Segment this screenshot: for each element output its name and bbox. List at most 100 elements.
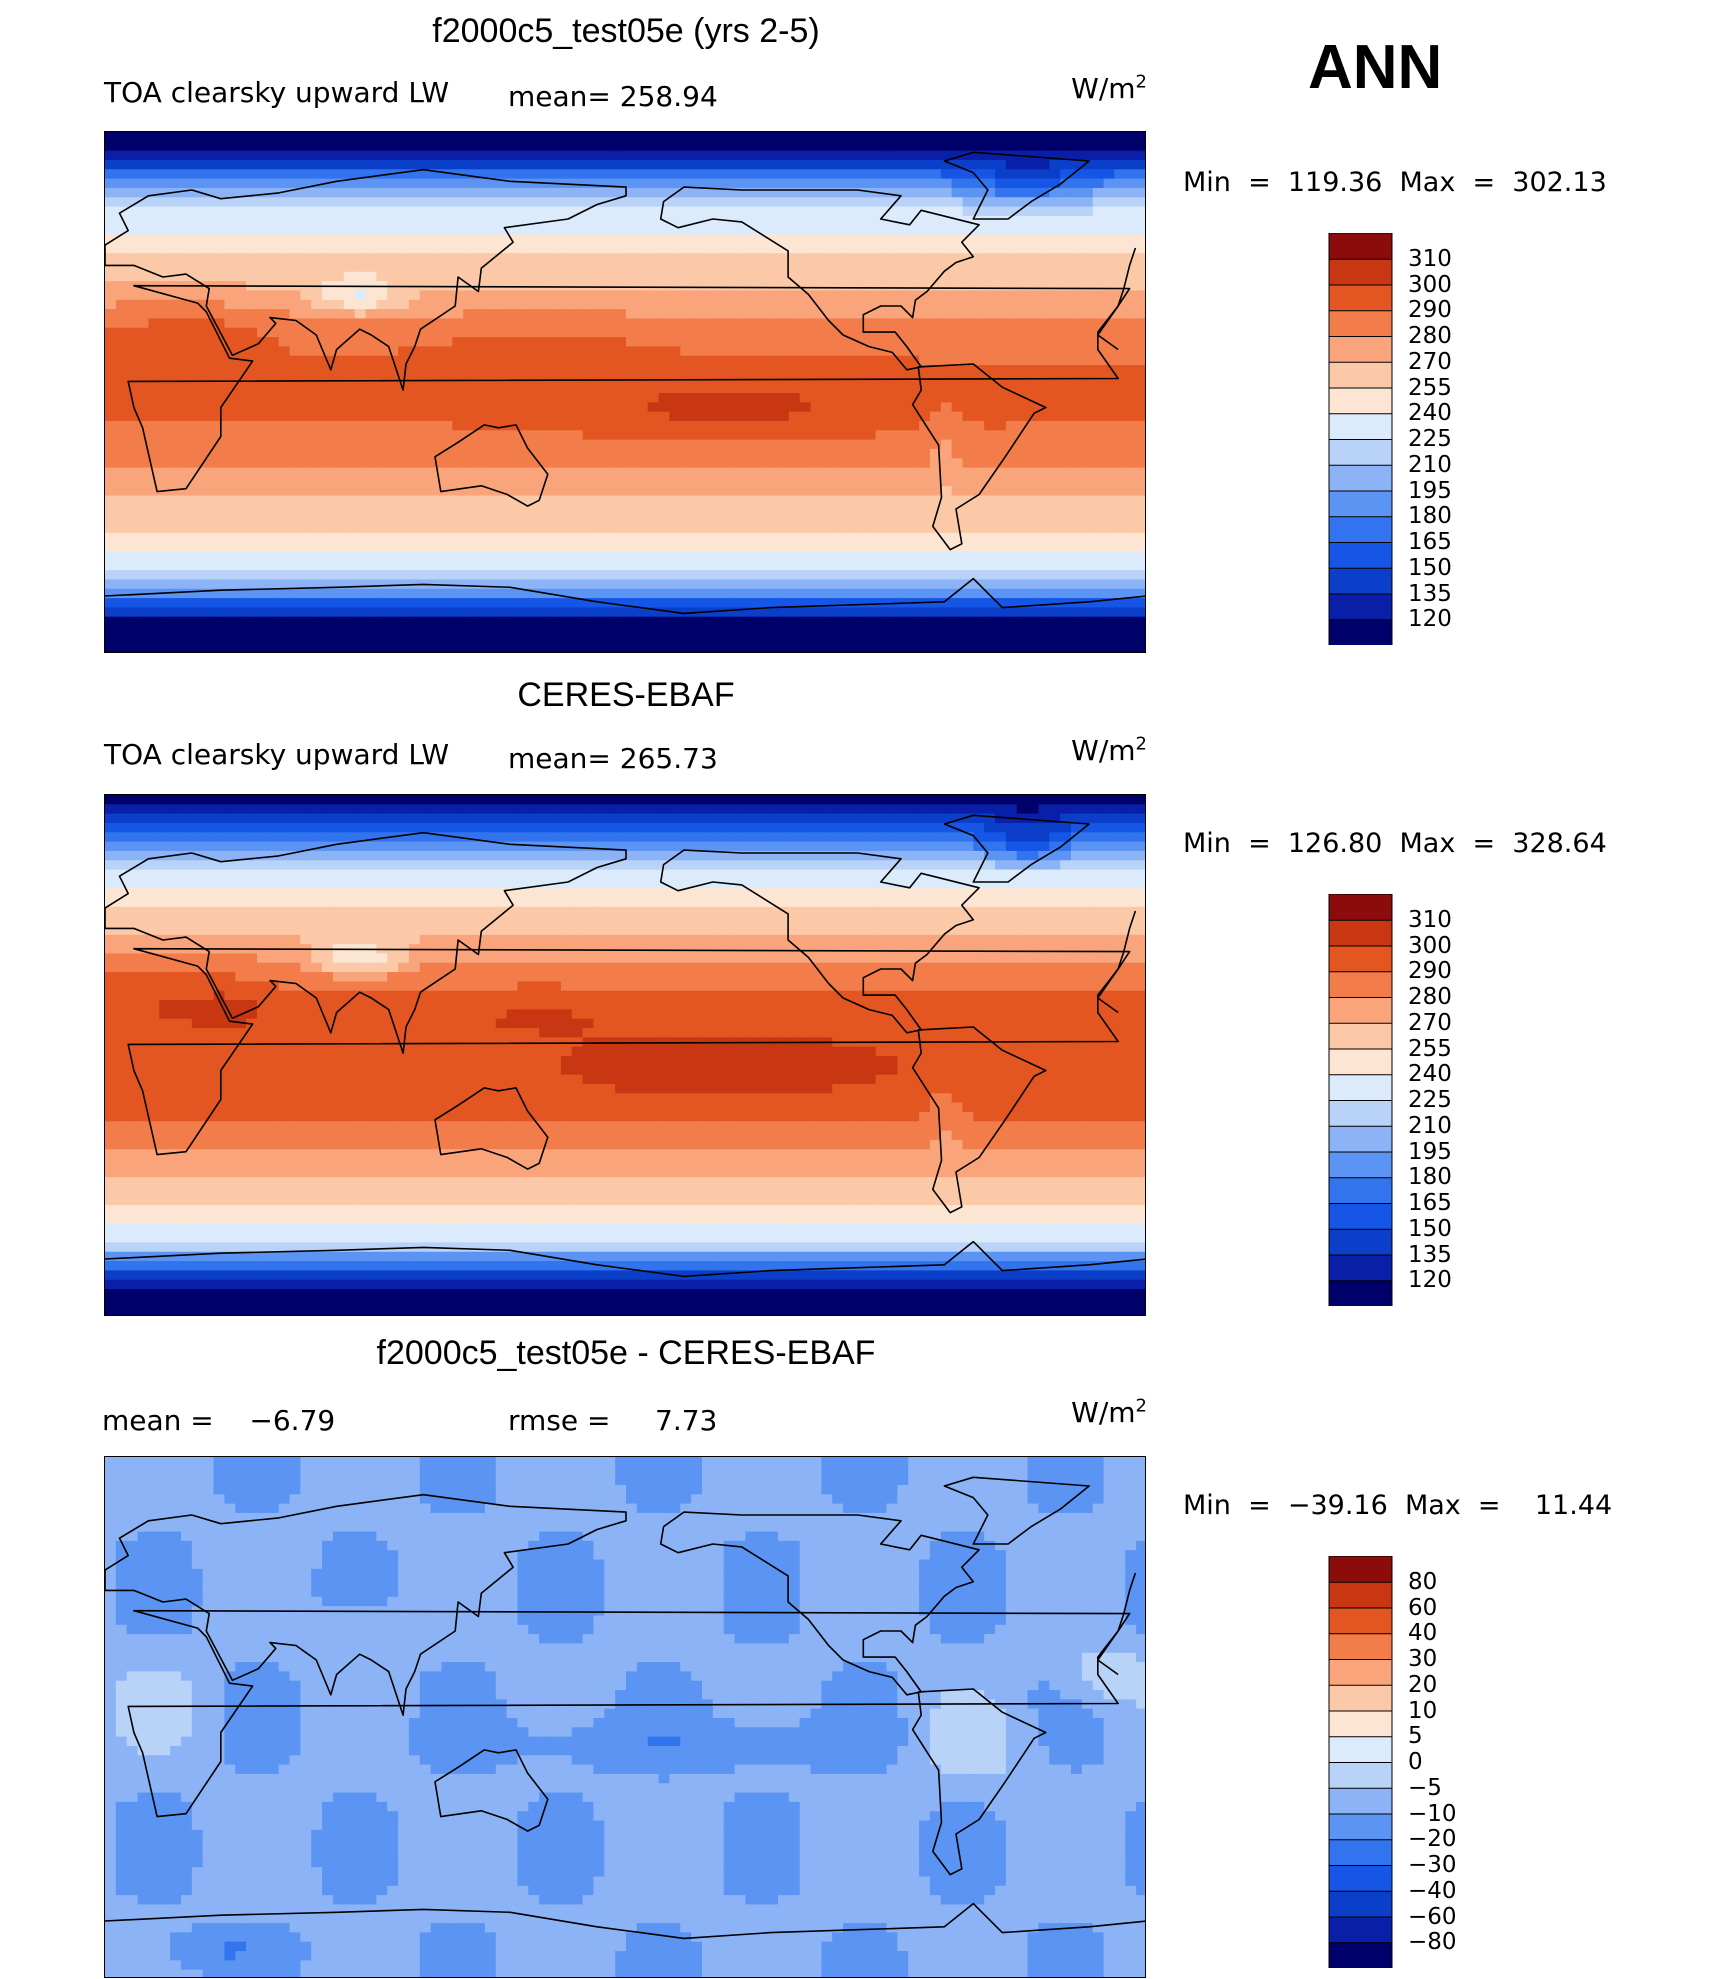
colorbar-2-box-6 (1328, 1125, 1393, 1153)
coastline (434, 1749, 549, 1832)
colorbar-1-tick-label: 290 (1408, 297, 1452, 324)
colorbar-2-box-14 (1328, 919, 1393, 947)
panel-3-rmse: rmse = 7.73 (508, 1404, 717, 1437)
colorbar-3-tick-label: −30 (1408, 1852, 1457, 1878)
coastline (127, 1609, 1131, 1818)
colorbar-1-box-3 (1328, 541, 1393, 569)
coastline (943, 814, 1090, 883)
panel-3-rmse-label: rmse = (508, 1404, 611, 1437)
colorbar-3-box-1 (1328, 1916, 1393, 1944)
colorbar-2-box-1 (1328, 1254, 1393, 1282)
colorbar-2-tick-label: 225 (1408, 1087, 1452, 1113)
colorbar-3-tick-label: 5 (1408, 1723, 1423, 1750)
map-2-field (105, 795, 1145, 1315)
colorbar-2-box-5 (1328, 1151, 1393, 1179)
colorbar-1-box-4 (1328, 515, 1393, 543)
colorbar-3-tick-label: 10 (1408, 1697, 1438, 1724)
coastline (105, 831, 627, 1054)
coastline (105, 1240, 1145, 1278)
colorbar-1-tick-label: 120 (1408, 606, 1452, 633)
panel-2-title: CERES-EBAF (517, 676, 735, 714)
colorbar-2-box-12 (1328, 970, 1393, 998)
colorbar-3-tick-label: 80 (1408, 1568, 1438, 1595)
panel-1-minmax: Min = 119.36 Max = 302.13 (1183, 167, 1607, 198)
coastline (911, 1688, 1047, 1876)
colorbar-1-tick-label: 165 (1408, 529, 1452, 555)
colorbar-3-tick-label: −80 (1408, 1929, 1457, 1956)
colorbar-1-tick-label: 195 (1408, 477, 1452, 504)
colorbar-3-tick-label: −5 (1408, 1774, 1442, 1801)
colorbar-1-tick-label: 210 (1408, 451, 1452, 478)
colorbar-2-tick-label: 290 (1408, 958, 1452, 985)
map-2-coastlines (105, 814, 1145, 1278)
colorbar-3-box-3 (1328, 1864, 1393, 1892)
colorbar-2-tick-label: 165 (1408, 1190, 1452, 1216)
colorbar-3-tick-label: −20 (1408, 1826, 1457, 1853)
colorbar-1-box-2 (1328, 567, 1393, 595)
colorbar-2-tick-label: 255 (1408, 1035, 1452, 1062)
coastline (911, 363, 1047, 551)
coastline (659, 1511, 980, 1696)
colorbar-1-tick-label: 255 (1408, 374, 1452, 401)
colorbar-1-box-9 (1328, 387, 1393, 415)
colorbar-2-tick-label: 300 (1408, 932, 1452, 959)
colorbar-1-tick-label: 300 (1408, 271, 1452, 298)
map-1-coastlines (105, 151, 1145, 615)
colorbar-2-box-9 (1328, 1048, 1393, 1076)
colorbar-1-box-13 (1328, 284, 1393, 312)
panel-1-mean-label: mean= (508, 80, 611, 113)
panel-3-units: W/m2 (1071, 1395, 1147, 1429)
colorbar-2-box-15 (1328, 894, 1393, 921)
coastline (105, 577, 1145, 615)
map-3-field (105, 1457, 1145, 1977)
colorbar-1-box-12 (1328, 309, 1393, 337)
colorbar-2-box-8 (1328, 1073, 1393, 1101)
colorbar-2-box-10 (1328, 1022, 1393, 1050)
colorbar-3-tick-label: 30 (1408, 1646, 1438, 1672)
panel-1-mean: mean= 258.94 (508, 80, 718, 113)
colorbar-1-box-14 (1328, 258, 1393, 286)
panel-3-title: f2000c5_test05e - CERES-EBAF (376, 1334, 876, 1372)
panel-3-minmax: Min = −39.16 Max = 11.44 (1183, 1490, 1613, 1521)
colorbar-3-box-6 (1328, 1787, 1393, 1815)
coastline (434, 1087, 549, 1170)
colorbar-3-box-15 (1328, 1556, 1393, 1583)
colorbar-1-tick-label: 150 (1408, 554, 1452, 581)
colorbar-3-tick-label: 0 (1408, 1749, 1423, 1775)
colorbar-1-box-0 (1328, 618, 1393, 645)
colorbar-3-box-12 (1328, 1632, 1393, 1660)
colorbar-1-box-11 (1328, 335, 1393, 363)
colorbar-3-box-13 (1328, 1607, 1393, 1635)
colorbar-1-tick-label: 180 (1408, 503, 1452, 530)
colorbar-2-tick-label: 270 (1408, 1009, 1452, 1036)
map-3-coastlines (105, 1476, 1145, 1940)
panel-2-colorbar (1328, 894, 1394, 1306)
coastline (105, 1493, 627, 1716)
colorbar-1-box-15 (1328, 233, 1393, 260)
coastline (105, 168, 627, 391)
colorbar-2-box-13 (1328, 945, 1393, 973)
colorbar-1-tick-label: 270 (1408, 348, 1452, 375)
colorbar-2-tick-label: 310 (1408, 906, 1452, 933)
colorbar-2-box-3 (1328, 1202, 1393, 1230)
colorbar-3-tick-label: 60 (1408, 1594, 1438, 1621)
panel-1-title: f2000c5_test05e (yrs 2-5) (432, 12, 820, 50)
coastline (127, 947, 1131, 1156)
colorbar-3-box-8 (1328, 1735, 1393, 1763)
panel-1-units: W/m2 (1071, 71, 1147, 105)
colorbar-1-box-10 (1328, 361, 1393, 389)
colorbar-3-box-11 (1328, 1658, 1393, 1686)
colorbar-3-box-0 (1328, 1941, 1393, 1968)
coastline (434, 424, 549, 507)
panel-1-map (104, 131, 1146, 653)
colorbar-1-box-6 (1328, 464, 1393, 492)
panel-2-mean-value: 265.73 (619, 742, 718, 775)
colorbar-3-box-9 (1328, 1710, 1393, 1738)
colorbar-3-box-2 (1328, 1890, 1393, 1918)
panel-2-minmax: Min = 126.80 Max = 328.64 (1183, 828, 1607, 859)
colorbar-1-tick-label: 280 (1408, 323, 1452, 349)
colorbar-3-tick-label: −60 (1408, 1903, 1457, 1930)
colorbar-2-box-2 (1328, 1228, 1393, 1256)
colorbar-2-box-4 (1328, 1176, 1393, 1204)
panel-2-mean-label: mean= (508, 742, 611, 775)
